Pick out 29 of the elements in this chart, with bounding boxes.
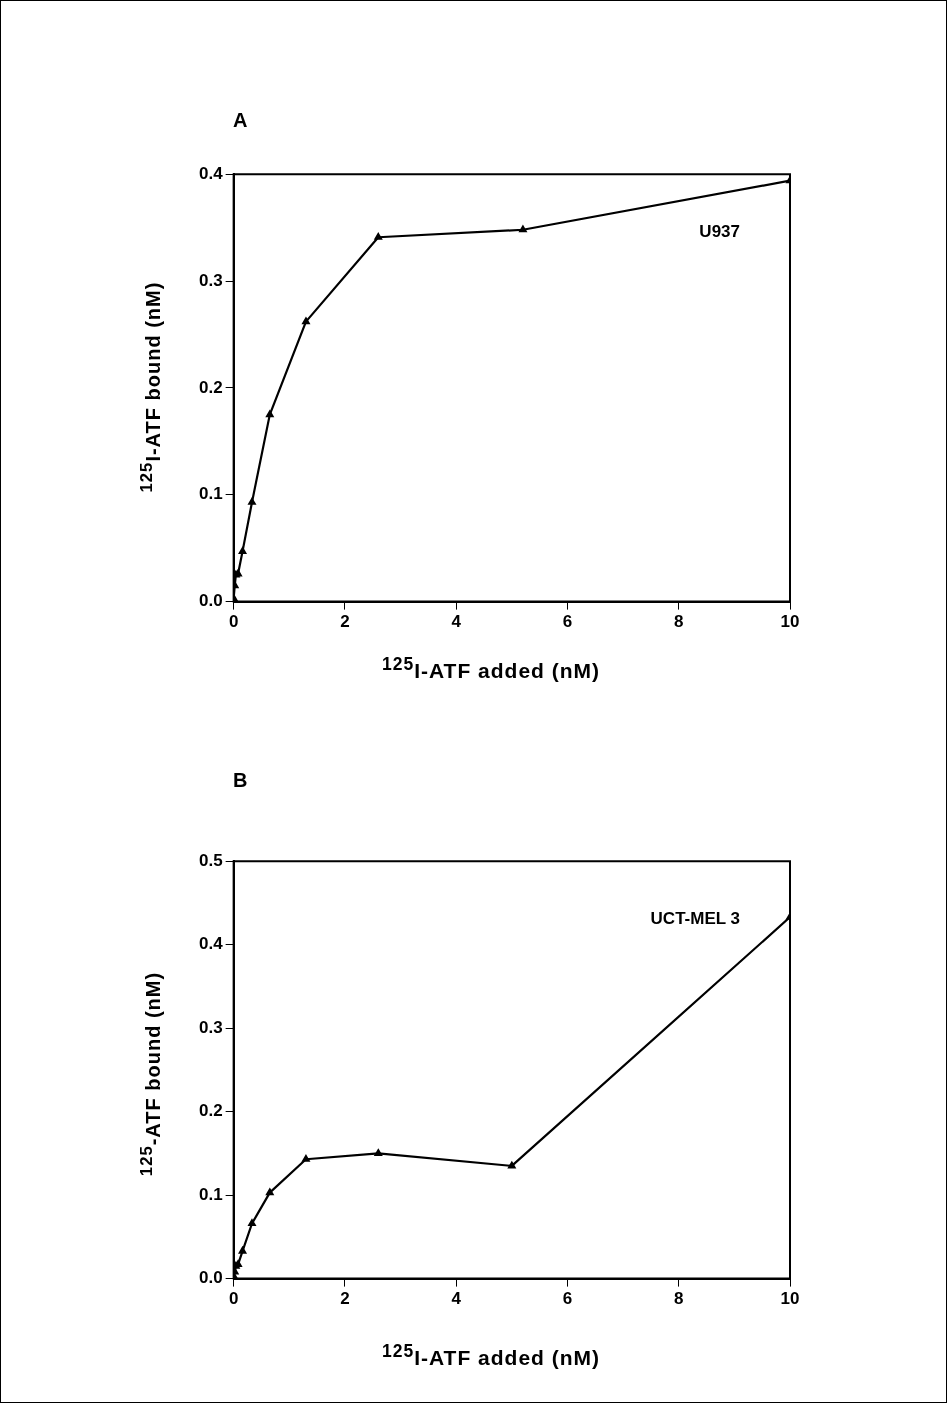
y-tick-label: 0.4 xyxy=(198,163,224,183)
y-tick-label: 0.1 xyxy=(198,1184,223,1204)
x-tick-label: 8 xyxy=(673,1289,684,1309)
y-tick-label: 0.4 xyxy=(198,934,224,954)
series-label: U937 xyxy=(699,221,740,241)
x-tick-label: 6 xyxy=(562,1289,573,1309)
x-tick-label: 10 xyxy=(780,1289,800,1309)
x-tick-label: 8 xyxy=(673,612,684,632)
x-axis-title: $^{125}$I-ATF added (nM) xyxy=(380,654,602,683)
x-axis-title: $^{125}$I-ATF added (nM) xyxy=(380,1341,602,1370)
y-tick-label: 0.2 xyxy=(198,377,223,397)
x-tick-label: 0 xyxy=(228,612,239,632)
x-tick-label: 6 xyxy=(562,612,573,632)
y-tick-label: 0.2 xyxy=(198,1101,223,1121)
x-tick-label: 10 xyxy=(780,612,800,632)
chart-title: B xyxy=(233,769,248,792)
x-tick-label: 2 xyxy=(340,612,350,632)
chart-title: A xyxy=(233,109,248,132)
y-tick-label: 0.1 xyxy=(198,484,223,504)
y-tick-label: 0.5 xyxy=(198,850,223,870)
y-tick-label: 0.3 xyxy=(198,270,223,290)
y-tick-label: 0.0 xyxy=(198,591,223,611)
y-tick-label: 0.3 xyxy=(198,1017,223,1037)
x-tick-label: 4 xyxy=(451,1289,462,1309)
x-tick-label: 0 xyxy=(228,1289,239,1309)
series-label: UCT-MEL 3 xyxy=(650,908,740,928)
x-tick-label: 2 xyxy=(340,1289,350,1309)
x-tick-label: 4 xyxy=(451,612,462,632)
y-tick-label: 0.0 xyxy=(198,1268,223,1288)
